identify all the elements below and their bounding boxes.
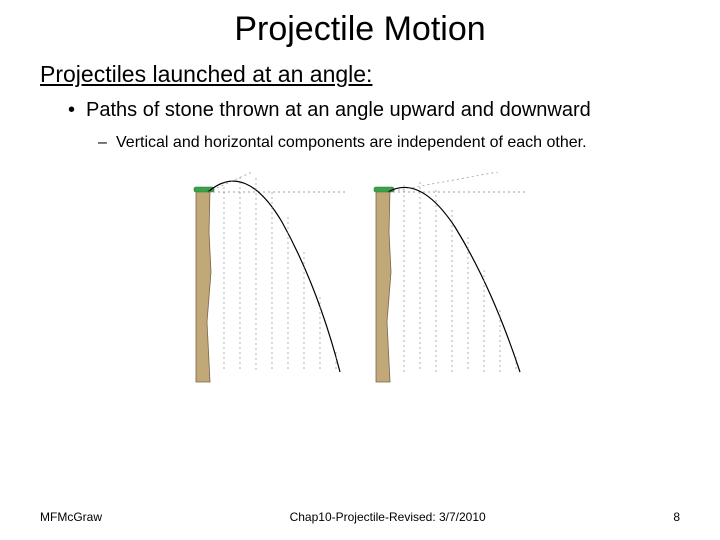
subtitle: Projectiles launched at an angle: bbox=[40, 61, 680, 88]
bullet-level-1: Paths of stone thrown at an angle upward… bbox=[68, 98, 680, 123]
footer-left: MFMcGraw bbox=[40, 510, 102, 524]
page-title: Projectile Motion bbox=[0, 0, 720, 61]
diagram-row bbox=[40, 172, 680, 392]
footer-center: Chap10-Projectile-Revised: 3/7/2010 bbox=[102, 510, 673, 524]
bullet-level-2: Vertical and horizontal components are i… bbox=[98, 133, 680, 154]
projectile-diagram-right bbox=[370, 172, 530, 392]
footer-page-number: 8 bbox=[673, 510, 680, 524]
projectile-diagram-left bbox=[190, 172, 350, 392]
content-area: Projectiles launched at an angle: Paths … bbox=[0, 61, 720, 392]
footer: MFMcGraw Chap10-Projectile-Revised: 3/7/… bbox=[0, 510, 720, 524]
